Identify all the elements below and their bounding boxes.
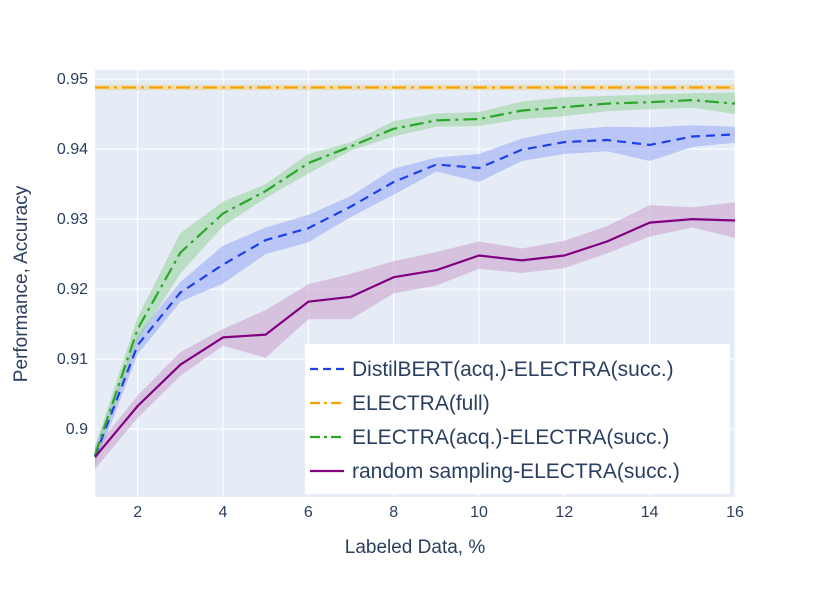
y-axis-title: Performance, Accuracy [11,185,32,382]
confidence-bands [95,84,735,470]
series-lines [93,86,736,458]
legend-items: DistilBERT(acq.)-ELECTRA(succ.) ELECTRA(f… [310,358,680,483]
legend-label: ELECTRA(acq.)-ELECTRA(succ.) [352,426,669,449]
x-tick-label: 8 [389,504,398,521]
x-tick-label: 6 [304,504,313,521]
x-tick-label: 10 [470,504,488,521]
x-tick-label: 12 [555,504,573,521]
y-tick-label: 0.91 [57,351,88,368]
band-random-sampling-electra-succ [95,202,735,470]
x-tick-label: 14 [641,504,659,521]
y-tick-label: 0.94 [57,141,88,158]
legend-background [305,344,730,494]
x-tick-label: 2 [133,504,142,521]
axis-ticks: 2 4 6 8 10 12 14 16 0.9 0.91 0.92 0.93 0.94 0.95 [57,71,744,521]
series-line-electra-acq-electra-succ [93,98,736,456]
y-tick-label: 0.93 [57,211,88,228]
band-electra-full [95,84,735,91]
x-axis-title: Labeled Data, % [345,537,486,558]
y-tick-label: 0.9 [66,421,88,438]
legend-label: random sampling-ELECTRA(succ.) [352,460,680,483]
series-line-distilbert-acq-electra-succ [93,133,736,457]
x-tick-label: 16 [726,504,744,521]
y-tick-label: 0.95 [57,71,88,88]
y-tick-label: 0.92 [57,281,88,298]
legend: DistilBERT(acq.)-ELECTRA(succ.) ELECTRA(f… [305,344,730,494]
legend-label: ELECTRA(full) [352,392,490,415]
legend-label: DistilBERT(acq.)-ELECTRA(succ.) [352,358,674,381]
series-line-random-sampling-electra-succ [94,218,736,458]
x-tick-label: 4 [219,504,228,521]
